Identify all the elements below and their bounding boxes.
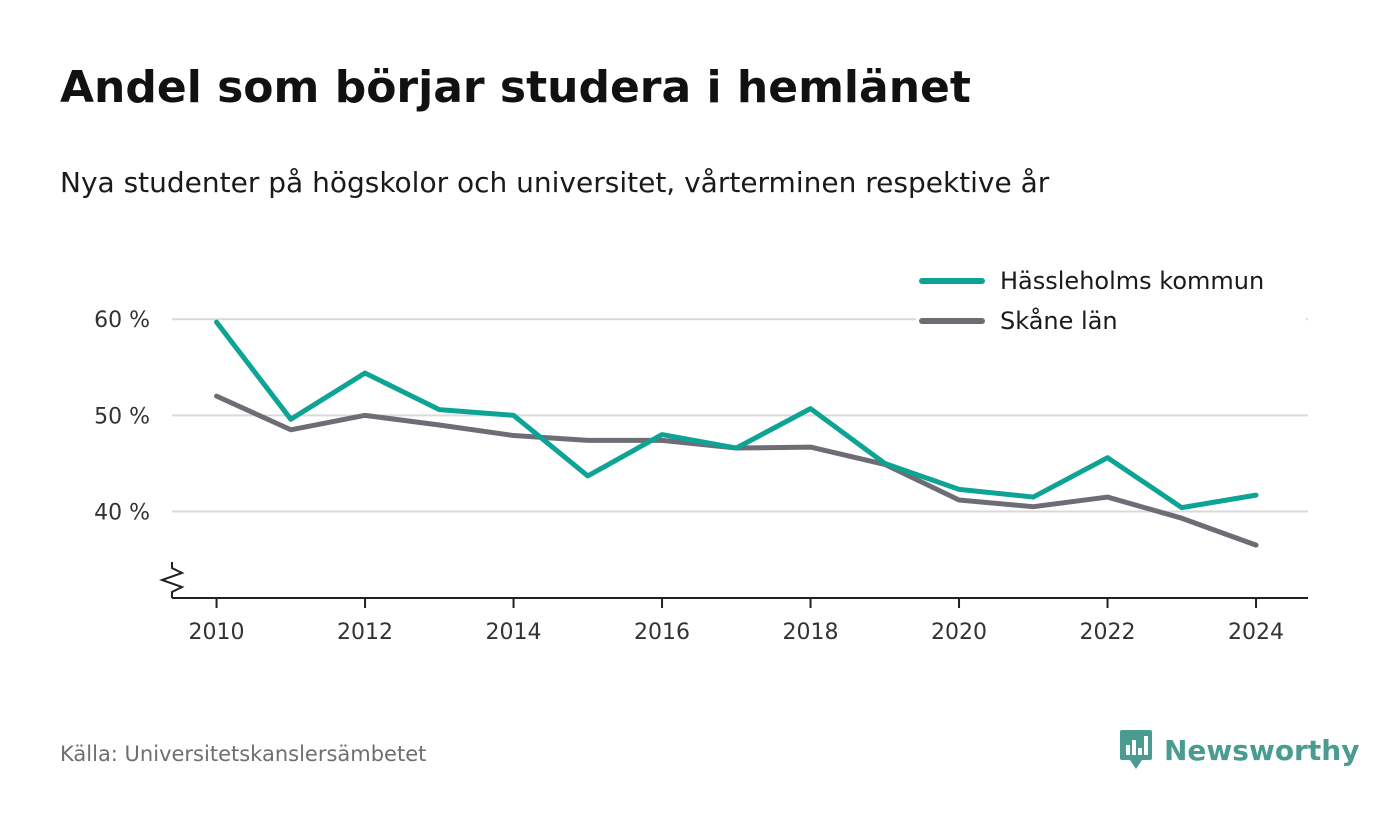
y-tick-label: 50 % <box>94 404 150 429</box>
y-tick-label: 40 % <box>94 500 150 525</box>
series-line-1 <box>214 319 1259 511</box>
newsworthy-logo-icon <box>1120 730 1152 769</box>
chart-title: Andel som börjar studera i hemlänet <box>60 62 971 113</box>
x-tick-label: 2024 <box>1228 620 1284 645</box>
y-tick-label: 60 % <box>94 308 150 333</box>
x-tick-label: 2022 <box>1080 620 1136 645</box>
axes: 40 % 50 % 60 % 2010 2012 2014 2016 2018 2020 2022… <box>94 308 1308 645</box>
series-lines <box>214 319 1259 548</box>
x-tick-label: 2010 <box>189 620 245 645</box>
source-note: Källa: Universitetskanslersämbetet <box>60 742 427 766</box>
x-tick-label: 2012 <box>337 620 393 645</box>
x-tick-label: 2016 <box>634 620 690 645</box>
x-tick-label: 2014 <box>486 620 542 645</box>
gridlines <box>172 318 1308 513</box>
chart-subtitle: Nya studenter på högskolor och universit… <box>60 166 1050 199</box>
legend: Hässleholms kommun Skåne län <box>916 261 1306 337</box>
axis-break-icon <box>158 562 185 598</box>
x-tick-label: 2020 <box>931 620 987 645</box>
brand-name: Newsworthy <box>1164 733 1360 767</box>
series-line-2 <box>214 393 1259 548</box>
legend-label: Hässleholms kommun <box>1000 267 1264 295</box>
legend-label: Skåne län <box>1000 306 1118 335</box>
newsworthy-logo[interactable]: Newsworthy <box>1118 728 1359 772</box>
x-tick-label: 2018 <box>783 620 839 645</box>
